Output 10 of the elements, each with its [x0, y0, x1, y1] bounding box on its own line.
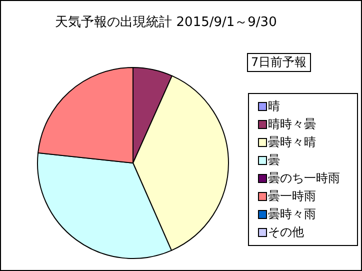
legend-label: 曇一時雨 — [268, 188, 316, 205]
chart-title: 天気予報の出現統計 2015/9/1～9/30 — [54, 14, 278, 31]
legend-title: 7日前予報 — [247, 53, 311, 72]
legend-label: 晴 — [268, 98, 280, 115]
legend-label: 曇 — [268, 152, 280, 169]
legend-label: 曇のち一時雨 — [268, 170, 340, 187]
legend-label: 晴時々曇 — [268, 116, 316, 133]
legend-label: 曇時々雨 — [268, 206, 316, 223]
legend-label: 曇時々晴 — [268, 134, 316, 151]
legend-label: その他 — [268, 224, 304, 241]
